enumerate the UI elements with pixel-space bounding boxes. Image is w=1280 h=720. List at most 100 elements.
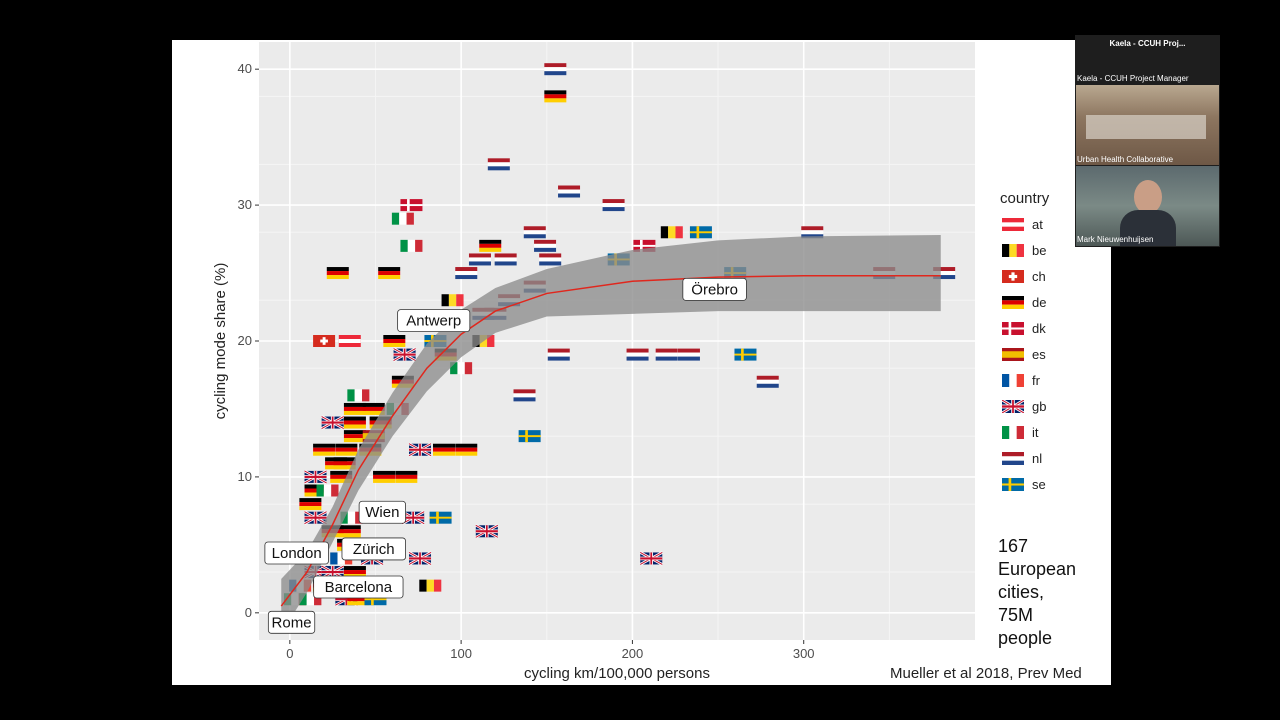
data-point-flag bbox=[475, 524, 499, 539]
annotation-label: London bbox=[272, 545, 322, 562]
data-point-flag bbox=[391, 212, 414, 225]
y-axis-label: cycling mode share (%) bbox=[212, 263, 229, 420]
data-point-flag bbox=[343, 430, 366, 443]
legend-label: fr bbox=[1032, 372, 1040, 388]
x-axis-label: cycling km/100,000 persons bbox=[524, 665, 710, 682]
data-point-flag bbox=[338, 525, 361, 538]
legend-item-de: de bbox=[1002, 292, 1046, 312]
data-point-flag bbox=[330, 470, 353, 483]
data-point-flag bbox=[419, 579, 442, 592]
data-point-flag bbox=[756, 375, 779, 388]
legend-item-es: es bbox=[1002, 344, 1046, 364]
legend-item-it: it bbox=[1002, 422, 1039, 442]
legend-label: at bbox=[1032, 216, 1043, 232]
legend-label: nl bbox=[1032, 450, 1043, 466]
data-point-flag bbox=[303, 469, 328, 485]
data-point-flag bbox=[689, 226, 712, 239]
video-tile-room[interactable] bbox=[1076, 85, 1219, 165]
legend-flag-icon bbox=[1002, 321, 1024, 335]
note-line: 75M bbox=[998, 605, 1034, 625]
legend-item-gb: gb bbox=[1002, 396, 1046, 416]
legend-item-nl: nl bbox=[1002, 448, 1042, 468]
video-tile-label: Kaela - CCUH Project Manager bbox=[1077, 74, 1189, 83]
y-tick-label: 10 bbox=[238, 469, 252, 484]
x-tick-label: 0 bbox=[286, 646, 293, 661]
note-line: people bbox=[998, 628, 1053, 648]
annotation-label: Rome bbox=[272, 614, 312, 631]
legend-label: dk bbox=[1032, 320, 1046, 336]
legend-label: ch bbox=[1032, 268, 1046, 284]
y-tick-label: 30 bbox=[238, 197, 252, 212]
data-point-flag bbox=[343, 402, 366, 415]
legend-label: gb bbox=[1032, 398, 1047, 414]
legend-flag-icon bbox=[1002, 217, 1024, 231]
data-point-flag bbox=[455, 443, 478, 456]
annotation-box bbox=[264, 541, 329, 565]
legend-item-at: at bbox=[1002, 214, 1043, 234]
legend-title: country bbox=[1000, 190, 1050, 207]
data-point-flag bbox=[338, 335, 361, 347]
data-point-flag bbox=[313, 443, 336, 456]
data-point-flag bbox=[400, 199, 423, 212]
legend-label: es bbox=[1032, 346, 1046, 362]
note-line: European bbox=[998, 559, 1077, 579]
annotation-box bbox=[682, 277, 747, 301]
data-point-flag bbox=[450, 362, 473, 375]
data-point-flag bbox=[316, 484, 339, 497]
x-tick-label: 100 bbox=[450, 646, 472, 661]
legend-item-ch: ch bbox=[1002, 266, 1046, 286]
data-point-flag bbox=[304, 484, 327, 497]
data-point-flag bbox=[362, 402, 385, 415]
legend-flag-icon bbox=[1002, 243, 1024, 257]
data-point-flag bbox=[544, 90, 567, 103]
legend-flag-icon bbox=[1002, 451, 1024, 465]
data-point-flag bbox=[441, 294, 464, 307]
annotation-box bbox=[267, 610, 316, 634]
data-point-flag bbox=[347, 389, 370, 402]
data-point-flag bbox=[395, 470, 418, 483]
data-point-flag bbox=[602, 199, 625, 212]
data-point-flag bbox=[734, 348, 757, 361]
data-point-flag bbox=[558, 185, 581, 198]
data-point-flag bbox=[392, 347, 417, 362]
confidence-band bbox=[281, 234, 941, 634]
data-point-flag bbox=[408, 442, 432, 457]
annotation-box bbox=[358, 500, 406, 524]
legend-flag-icon bbox=[1002, 347, 1024, 361]
data-point-flag bbox=[378, 267, 401, 280]
data-point-flag bbox=[383, 335, 406, 347]
video-tile-label: Urban Health Collaborative bbox=[1077, 155, 1174, 164]
data-point-flag bbox=[539, 253, 562, 266]
data-point-flag bbox=[513, 389, 536, 402]
data-point-flag bbox=[455, 267, 478, 280]
note-line: cities, bbox=[998, 582, 1045, 602]
data-point-flag bbox=[933, 267, 956, 280]
data-point-flag bbox=[299, 498, 322, 511]
annotation-label: Örebro bbox=[691, 280, 738, 298]
video-panel-header: Kaela - CCUH Proj... bbox=[1109, 39, 1186, 48]
data-point-flag bbox=[468, 253, 491, 266]
data-point-flag bbox=[544, 63, 567, 76]
note-line: 167 bbox=[998, 536, 1029, 556]
data-point-flag bbox=[677, 348, 700, 361]
city-count-note: 167 European cities, 75M people bbox=[998, 535, 1076, 650]
video-tile-label: Mark Nieuwenhuijsen bbox=[1077, 235, 1154, 244]
data-point-flag bbox=[432, 443, 455, 456]
data-point-flag bbox=[321, 564, 345, 580]
annotation-label: Wien bbox=[365, 504, 399, 521]
video-tile-speaker[interactable] bbox=[1076, 166, 1219, 246]
data-point-flag bbox=[547, 348, 570, 361]
legend-flag-icon bbox=[1002, 295, 1024, 309]
data-point-flag bbox=[479, 239, 502, 252]
slide: 0 10 20 30 40 0 100 200 300 cycling km/100,000 pe… bbox=[172, 40, 1111, 685]
data-point-flag bbox=[333, 457, 356, 470]
data-point-flag bbox=[321, 415, 345, 430]
video-call-panel[interactable]: Kaela - CCUH Proj... Kaela - CCUH Projec… bbox=[1075, 35, 1220, 247]
data-point-flag bbox=[326, 267, 349, 280]
legend-flag-icon bbox=[1002, 269, 1024, 283]
annotation-label: Antwerp bbox=[406, 313, 461, 330]
data-point-flag bbox=[660, 226, 683, 239]
data-point-flag bbox=[523, 226, 546, 239]
annotation-label: Zürich bbox=[353, 541, 395, 558]
legend-label: it bbox=[1032, 424, 1039, 440]
